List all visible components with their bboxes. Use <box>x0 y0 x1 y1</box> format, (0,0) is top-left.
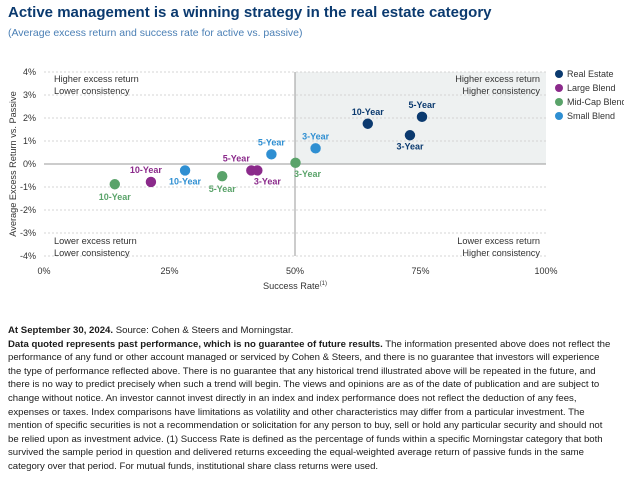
point-real-estate-10-year <box>362 118 373 129</box>
chart-subtitle: (Average excess return and success rate … <box>8 27 303 39</box>
x-tick-label: 0% <box>37 266 50 276</box>
point-large-blend-3-year <box>252 165 263 176</box>
point-label: 10-Year <box>130 165 163 175</box>
footnote-disclaimer: The information presented above does not… <box>8 338 611 472</box>
point-label: 10-Year <box>352 107 385 117</box>
legend-marker <box>555 98 563 106</box>
y-tick-label: -4% <box>20 251 36 261</box>
x-tick-label: 100% <box>534 266 557 276</box>
quadrant-label-bottom-left-2: Lower consistency <box>54 248 130 258</box>
y-tick-label: 3% <box>23 90 36 100</box>
x-tick-label: 25% <box>160 266 178 276</box>
point-label: 5-Year <box>258 137 286 147</box>
data-points: 10-Year 5-Year 3-Year 10-Year 5-Year 3-Year 10… <box>99 100 436 202</box>
quadrant-label-bottom-right-2: Higher consistency <box>462 248 540 258</box>
legend-marker <box>555 70 563 78</box>
x-tick-label: 50% <box>286 266 304 276</box>
point-real-estate-3-year <box>404 130 416 141</box>
point-real-estate-5-year <box>416 111 428 123</box>
x-axis-label-text: Success Rate <box>263 281 320 291</box>
quadrant-label-top-left-1: Higher excess return <box>54 74 139 84</box>
point-label: 5-Year <box>223 153 251 163</box>
y-tick-label: -2% <box>20 205 36 215</box>
y-tick-label: 1% <box>23 136 36 146</box>
x-tick-label: 75% <box>411 266 429 276</box>
y-axis-ticks: 4% 3% 2% 1% 0% -1% -2% -3% -4% <box>20 67 36 261</box>
point-label: 3-Year <box>302 131 330 141</box>
y-tick-label: 4% <box>23 67 36 77</box>
footnote-date: At September 30, 2024. <box>8 325 114 336</box>
point-label: 10-Year <box>99 192 132 202</box>
legend-label: Real Estate <box>567 69 614 79</box>
y-axis-label: Average Excess Return vs. Passive <box>8 91 18 236</box>
point-label: 5-Year <box>408 100 436 110</box>
quadrant-label-top-left-2: Lower consistency <box>54 86 130 96</box>
legend-marker <box>555 112 563 120</box>
point-label: 3-Year <box>294 169 322 179</box>
point-large-blend-10-year <box>145 176 157 188</box>
point-label: 5-Year <box>209 184 237 194</box>
y-tick-label: -3% <box>20 228 36 238</box>
point-mid-cap-blend-5-year <box>217 170 228 182</box>
x-axis-label: Success Rate(1) <box>263 281 327 291</box>
point-small-blend-5-year <box>266 149 277 160</box>
point-small-blend-3-year <box>310 143 321 154</box>
footnote: At September 30, 2024. Source: Cohen & S… <box>8 324 614 474</box>
legend-label: Small Blend <box>567 111 615 121</box>
quadrant-labels: Higher excess return Lower consistency H… <box>54 74 540 258</box>
chart-title: Active management is a winning strategy … <box>8 4 492 21</box>
point-mid-cap-blend-10-year <box>109 179 120 190</box>
point-label: 3-Year <box>396 141 424 151</box>
footnote-source: Source: Cohen & Steers and Morningstar. <box>115 325 294 336</box>
point-label: 3-Year <box>254 176 282 186</box>
x-axis-label-superscript: (1) <box>320 281 327 287</box>
scatter-chart: Higher excess return Lower consistency H… <box>8 67 624 291</box>
quadrant-label-top-right-1: Higher excess return <box>455 74 540 84</box>
y-tick-label: 2% <box>23 113 36 123</box>
point-small-blend-10-year <box>179 165 191 176</box>
point-mid-cap-blend-3-year <box>290 157 301 169</box>
legend-label: Large Blend <box>567 83 616 93</box>
footnote-disclaimer-bold: Data quoted represents past performance,… <box>8 338 383 350</box>
y-tick-label: 0% <box>23 159 36 169</box>
point-label: 10-Year <box>169 176 202 186</box>
legend-label: Mid-Cap Blend <box>567 97 624 107</box>
quadrant-label-bottom-left-1: Lower excess return <box>54 236 137 246</box>
legend-marker <box>555 84 563 92</box>
x-axis-ticks: 0% 25% 50% 75% 100% <box>37 266 557 276</box>
quadrant-label-top-right-2: Higher consistency <box>462 86 540 96</box>
legend: Real Estate Large Blend Mid-Cap Blend Small… <box>555 69 624 121</box>
y-tick-label: -1% <box>20 182 36 192</box>
quadrant-label-bottom-right-1: Lower excess return <box>457 236 540 246</box>
